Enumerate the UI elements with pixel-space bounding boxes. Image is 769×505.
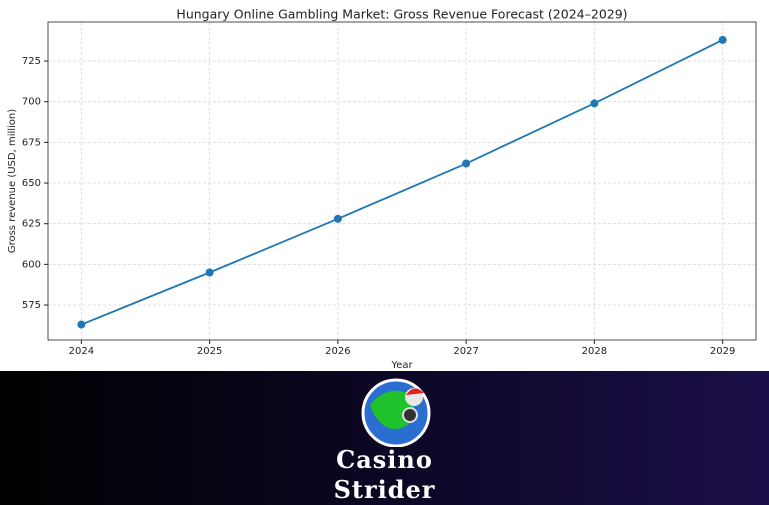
y-tick-label: 600 [22, 259, 41, 270]
point [77, 320, 86, 329]
chart: Hungary Online Gambling Market: Gross Re… [7, 7, 757, 371]
point [333, 214, 342, 223]
y-tick-label: 725 [22, 56, 41, 67]
y-tick-label: 575 [22, 300, 41, 311]
y-tick-label: 700 [22, 97, 41, 108]
y-tick-label: 625 [22, 219, 41, 230]
line [81, 39, 724, 326]
point [718, 35, 727, 44]
point [590, 99, 599, 108]
y-tick-label: 675 [22, 137, 41, 148]
brand-line-1: Casino [336, 445, 433, 474]
x-tick-label: 2027 [453, 346, 478, 357]
y-axis-label: Gross revenue (USD, million) [7, 109, 18, 253]
brand-line-2: Strider [333, 475, 436, 504]
point [462, 159, 471, 168]
logo [361, 378, 431, 447]
plot-frame [47, 21, 757, 341]
chart-title: Hungary Online Gambling Market: Gross Re… [176, 7, 627, 22]
x-tick-label: 2026 [325, 346, 350, 357]
point [205, 268, 214, 277]
x-tick-label: 2025 [197, 346, 222, 357]
x-tick-label: 2029 [710, 346, 735, 357]
x-axis-label: Year [390, 360, 413, 371]
x-tick-label: 2028 [582, 346, 607, 357]
brand-banner: Casino Strider [0, 371, 769, 505]
y-tick-label: 650 [22, 178, 41, 189]
x-tick-label: 2024 [69, 346, 94, 357]
